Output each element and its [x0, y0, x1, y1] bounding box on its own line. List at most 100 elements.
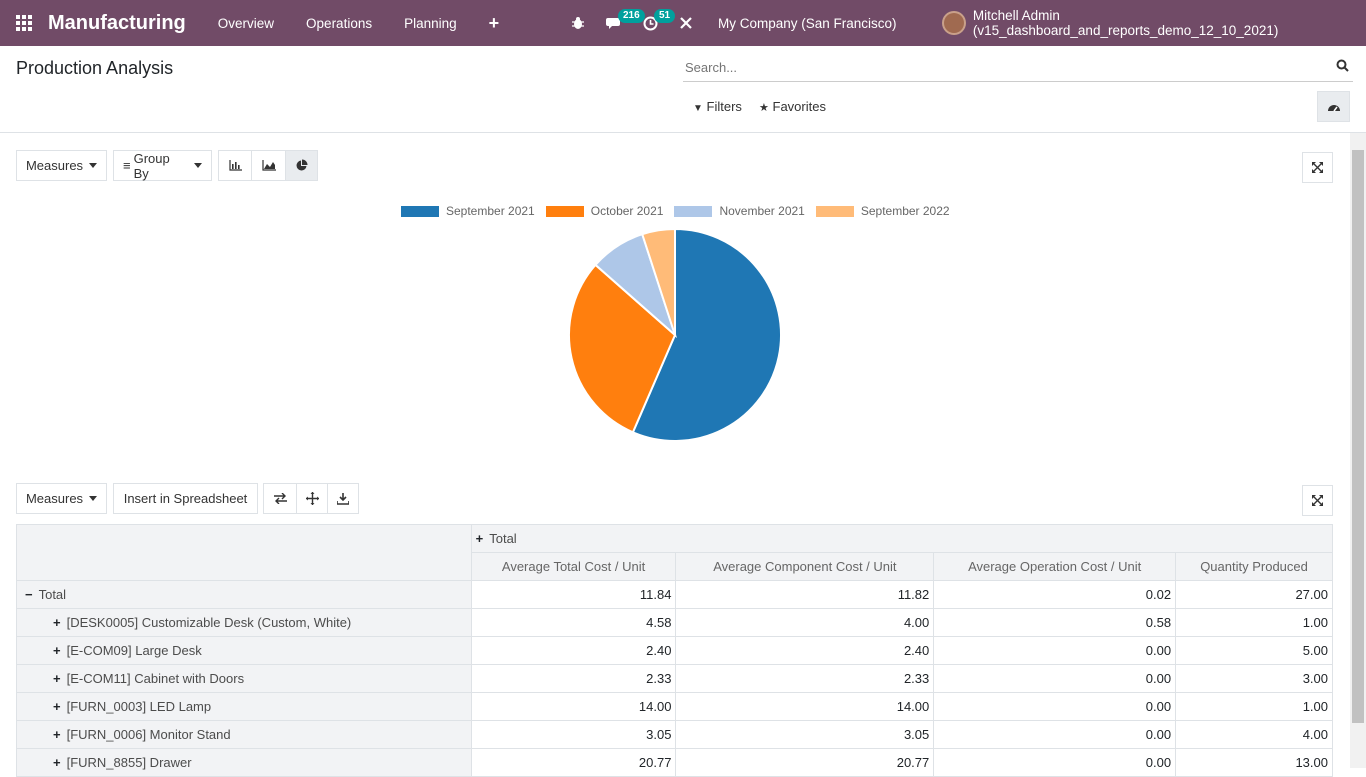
pivot-cell[interactable]: 2.33	[675, 664, 935, 693]
caret-down-icon	[194, 163, 202, 168]
legend-label: November 2021	[719, 204, 805, 218]
pivot-cell[interactable]: 2.40	[675, 636, 935, 665]
flip-axis-button[interactable]	[263, 483, 297, 514]
pivot-cell[interactable]: 1.00	[1175, 692, 1333, 721]
pivot-cell[interactable]: 4.58	[470, 608, 677, 637]
plus-icon: +	[53, 699, 61, 714]
pivot-measures-dropdown[interactable]: Measures	[16, 483, 107, 514]
graph-measures-dropdown[interactable]: Measures	[16, 150, 107, 181]
legend-item[interactable]: October 2021	[544, 204, 663, 218]
pivot-cell[interactable]: 13.00	[1175, 748, 1333, 777]
measure-header[interactable]: Average Operation Cost / Unit	[933, 552, 1177, 581]
insert-in-spreadsheet-button[interactable]: Insert in Spreadsheet	[113, 483, 258, 514]
search-icon[interactable]	[1336, 59, 1349, 75]
debug-bug-icon[interactable]	[560, 0, 596, 46]
row-header[interactable]: + [E-COM09] Large Desk	[16, 636, 472, 665]
company-switcher[interactable]: My Company (San Francisco)	[718, 15, 897, 31]
pivot-cell[interactable]: 11.84	[470, 580, 677, 609]
row-header[interactable]: + [E-COM11] Cabinet with Doors	[16, 664, 472, 693]
pivot-cell[interactable]: 11.82	[675, 580, 935, 609]
menu-overview[interactable]: Overview	[217, 15, 275, 31]
bar-chart-view-button[interactable]	[218, 150, 252, 181]
legend-item[interactable]: September 2021	[400, 204, 535, 218]
messages-count-badge: 216	[618, 9, 645, 23]
row-label: [E-COM11] Cabinet with Doors	[66, 671, 245, 686]
row-label: [DESK0005] Customizable Desk (Custom, Wh…	[66, 615, 352, 630]
pie-slice[interactable]	[568, 263, 677, 434]
add-to-dashboard-button[interactable]	[1317, 91, 1350, 122]
scrollbar-thumb[interactable]	[1352, 150, 1364, 723]
pie-chart-icon	[296, 159, 308, 171]
row-header[interactable]: + [FURN_0003] LED Lamp	[16, 692, 472, 721]
pivot-cell[interactable]: 4.00	[675, 608, 935, 637]
search-box	[683, 54, 1353, 82]
pivot-cell[interactable]: 0.00	[933, 692, 1177, 721]
plus-icon: +	[475, 531, 484, 546]
row-header[interactable]: + [DESK0005] Customizable Desk (Custom, W…	[16, 608, 472, 637]
pivot-cell[interactable]: 0.00	[933, 720, 1177, 749]
app-name[interactable]: Manufacturing	[48, 11, 186, 34]
list-icon: ≡	[123, 158, 131, 173]
pivot-cell[interactable]: 2.33	[470, 664, 677, 693]
messages-icon[interactable]: 216	[596, 0, 645, 46]
apps-menu-icon[interactable]	[0, 0, 48, 46]
pivot-cell[interactable]: 27.00	[1175, 580, 1333, 609]
caret-down-icon	[89, 496, 98, 501]
measure-header[interactable]: Quantity Produced	[1175, 552, 1333, 581]
measure-header[interactable]: Average Component Cost / Unit	[675, 552, 935, 581]
pivot-cell[interactable]: 0.58	[933, 608, 1177, 637]
row-label: [FURN_0006] Monitor Stand	[66, 727, 231, 742]
pivot-cell[interactable]: 20.77	[470, 748, 677, 777]
legend-label: September 2021	[446, 204, 535, 218]
pivot-cell[interactable]: 20.77	[675, 748, 935, 777]
activities-clock-icon[interactable]: 51	[632, 0, 676, 46]
pivot-cell[interactable]: 2.40	[470, 636, 677, 665]
pivot-cell[interactable]: 5.00	[1175, 636, 1333, 665]
pivot-table: + Total Average Total Cost / Unit Average…	[16, 524, 1334, 777]
pivot-cell[interactable]: 3.05	[675, 720, 935, 749]
graph-expand-button[interactable]	[1302, 152, 1333, 183]
menu-operations[interactable]: Operations	[306, 15, 373, 31]
filters-button[interactable]: ▼ Filters	[693, 99, 742, 114]
area-chart-icon	[261, 160, 276, 171]
pivot-cell[interactable]: 1.00	[1175, 608, 1333, 637]
pivot-expand-button[interactable]	[1302, 485, 1333, 516]
row-header[interactable]: + [FURN_8855] Drawer	[16, 748, 472, 777]
expand-icon	[1312, 162, 1323, 173]
row-label: [E-COM09] Large Desk	[66, 643, 202, 658]
search-input[interactable]	[683, 54, 1323, 80]
pivot-cell[interactable]: 0.02	[933, 580, 1177, 609]
line-chart-view-button[interactable]	[251, 150, 286, 181]
control-panel: Production Analysis ▼ Filters ★ Favorite…	[0, 46, 1366, 133]
measure-header[interactable]: Average Total Cost / Unit	[470, 552, 677, 581]
row-header-total[interactable]: − Total	[16, 580, 472, 609]
page-title: Production Analysis	[16, 58, 174, 78]
pie-chart-view-button[interactable]	[285, 150, 318, 181]
legend-swatch	[400, 204, 440, 218]
user-menu[interactable]: Mitchell Admin (v15_dashboard_and_report…	[942, 0, 1366, 46]
add-menu-button[interactable]: +	[488, 12, 500, 33]
pivot-cell[interactable]: 0.00	[933, 664, 1177, 693]
systray: 216 51 My Company (San Francisco)	[560, 0, 897, 46]
group-by-dropdown[interactable]: ≡ Group By	[113, 150, 212, 181]
menu-planning[interactable]: Planning	[404, 15, 457, 31]
pie-slice[interactable]	[640, 228, 676, 336]
pivot-col-group-header[interactable]: + Total	[470, 524, 1334, 553]
legend-swatch	[814, 204, 855, 218]
favorites-button[interactable]: ★ Favorites	[759, 99, 826, 114]
pivot-cell[interactable]: 3.00	[1175, 664, 1333, 693]
legend-item[interactable]: September 2022	[814, 204, 950, 218]
pivot-cell[interactable]: 14.00	[675, 692, 935, 721]
pie-slice[interactable]	[631, 228, 782, 442]
pivot-cell[interactable]: 3.05	[470, 720, 677, 749]
chart-legend: September 2021 October 2021 November 2021 S…	[400, 204, 960, 218]
pivot-cell[interactable]: 0.00	[933, 748, 1177, 777]
tools-icon[interactable]	[668, 0, 704, 46]
pivot-cell[interactable]: 14.00	[470, 692, 677, 721]
pivot-cell[interactable]: 4.00	[1175, 720, 1333, 749]
row-header[interactable]: + [FURN_0006] Monitor Stand	[16, 720, 472, 749]
pivot-cell[interactable]: 0.00	[933, 636, 1177, 665]
download-button[interactable]	[327, 483, 359, 514]
expand-all-button[interactable]	[296, 483, 329, 514]
legend-item[interactable]: November 2021	[673, 204, 805, 218]
